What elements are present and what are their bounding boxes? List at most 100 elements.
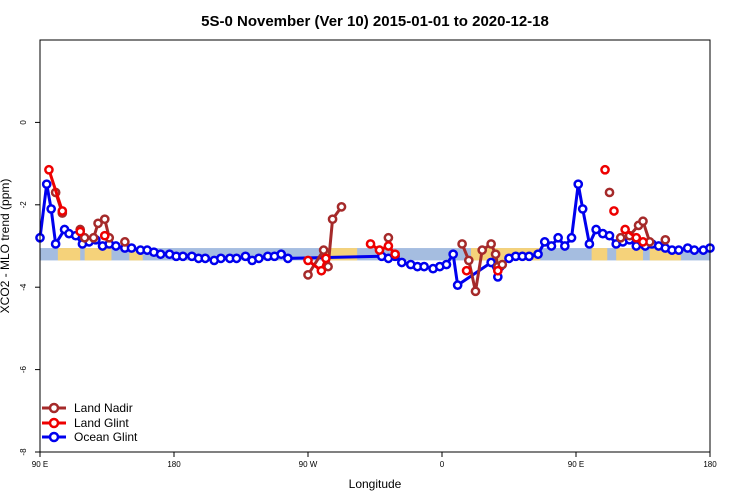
data-point <box>463 255 474 266</box>
data-point <box>336 202 347 212</box>
data-point <box>419 261 429 272</box>
chart-title: 5S-0 November (Ver 10) 2015-01-01 to 202… <box>201 13 549 30</box>
data-point <box>604 230 615 241</box>
x-tick-label: 180 <box>703 460 717 469</box>
x-tick-label: 90 E <box>32 460 48 469</box>
data-point <box>600 164 610 175</box>
data-point <box>497 259 508 270</box>
land-band-segment <box>616 248 643 261</box>
data-point <box>609 206 619 216</box>
plot-frame <box>39 39 711 453</box>
data-point <box>452 280 463 290</box>
data-point <box>584 239 595 249</box>
data-point <box>492 265 503 276</box>
data-point <box>111 241 121 251</box>
data-point <box>533 249 543 260</box>
data-point <box>573 179 584 190</box>
data-point <box>46 204 57 214</box>
land-band-segment <box>57 248 81 261</box>
data-point <box>240 251 251 262</box>
data-point <box>490 249 501 260</box>
data-point <box>638 237 648 247</box>
data-point <box>457 239 467 249</box>
data-point <box>200 253 211 264</box>
data-point <box>604 187 615 198</box>
data-point <box>470 286 481 297</box>
data-point <box>615 232 626 243</box>
x-tick-label: 0 <box>440 460 445 469</box>
data-point <box>276 249 287 260</box>
data-point <box>231 253 242 264</box>
data-point <box>318 245 329 255</box>
data-point <box>283 253 293 264</box>
legend-marker-land-glint <box>48 417 60 429</box>
data-point <box>566 232 577 243</box>
data-point <box>50 239 61 249</box>
legend-marker-land-nadir <box>48 402 60 414</box>
x-tick-label: 90 E <box>568 460 584 469</box>
y-tick-label: -4 <box>19 283 28 291</box>
data-point <box>390 249 400 260</box>
legend-label-land-glint: Land Glint <box>74 416 129 430</box>
data-point <box>486 257 496 268</box>
data-point <box>673 245 684 255</box>
x-axis-label: Longitude <box>349 477 402 491</box>
data-point <box>321 253 331 264</box>
legend-label-ocean-glint: Ocean Glint <box>74 430 138 444</box>
data-point <box>120 237 130 247</box>
data-point <box>365 239 376 249</box>
plot-series <box>35 164 715 297</box>
legend-marker-ocean-glint <box>48 431 60 443</box>
series-1 <box>44 164 648 276</box>
series-line <box>369 242 397 256</box>
data-point <box>316 265 327 276</box>
data-point <box>448 249 459 260</box>
data-point <box>41 179 52 190</box>
data-point <box>546 241 557 251</box>
legend-label-land-nadir: Land Nadir <box>74 401 133 415</box>
data-point <box>303 269 313 280</box>
data-point <box>638 216 648 227</box>
data-point <box>461 265 472 276</box>
data-point <box>539 237 550 247</box>
x-tick-label: 180 <box>167 460 181 469</box>
x-tick-label: 90 W <box>299 460 318 469</box>
series-2 <box>35 179 715 290</box>
data-point <box>75 226 86 237</box>
data-point <box>477 245 488 255</box>
data-point <box>254 253 264 264</box>
data-point <box>303 255 313 266</box>
data-point <box>88 232 99 243</box>
data-point <box>620 224 630 235</box>
data-point <box>524 251 534 262</box>
y-tick-label: -6 <box>19 365 28 373</box>
data-point <box>178 251 188 262</box>
data-point <box>591 224 601 235</box>
data-point <box>79 232 90 243</box>
y-axis-label: XCO2 - MLO trend (ppm) <box>0 179 12 314</box>
data-point <box>383 232 394 243</box>
data-point <box>660 234 671 245</box>
data-point <box>327 214 338 225</box>
data-point <box>559 241 570 251</box>
land-band-segment <box>591 248 608 261</box>
data-point <box>441 259 452 270</box>
data-point <box>93 218 103 229</box>
data-point <box>44 164 54 175</box>
legend: Land Nadir Land Glint Ocean Glint <box>42 401 138 444</box>
data-point <box>577 204 588 214</box>
data-point <box>553 232 563 243</box>
data-point <box>57 206 68 216</box>
data-point <box>99 230 110 241</box>
data-point <box>486 239 496 249</box>
data-point <box>689 245 700 255</box>
data-point <box>396 257 407 268</box>
series-line <box>47 169 64 212</box>
data-point <box>126 243 137 253</box>
y-tick-label: 0 <box>19 120 28 125</box>
data-point <box>216 253 226 264</box>
axes: 90 E 180 90 W 0 90 E 180 0 -2 -4 -6 -8 <box>19 120 717 469</box>
data-point <box>155 249 166 260</box>
data-point <box>631 232 642 243</box>
